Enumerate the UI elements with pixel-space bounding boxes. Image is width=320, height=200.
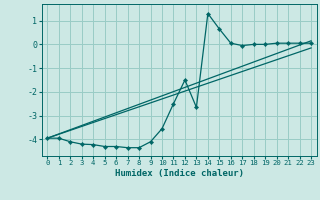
X-axis label: Humidex (Indice chaleur): Humidex (Indice chaleur): [115, 169, 244, 178]
